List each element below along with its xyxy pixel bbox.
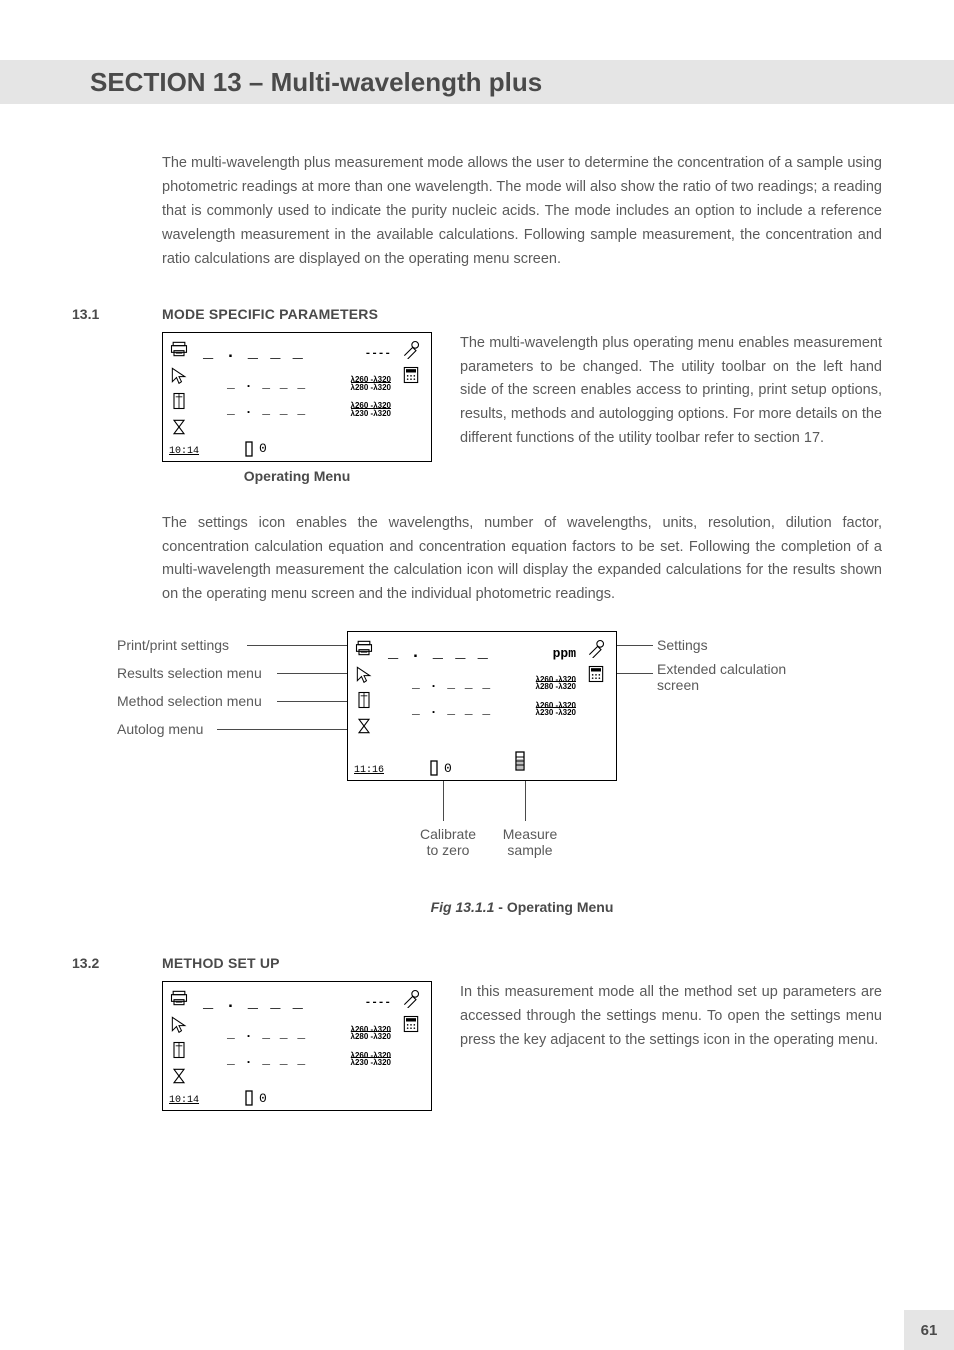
lcd-ratio2-value: _ . _ _ _ xyxy=(412,702,491,717)
lcd-calibrate-indicator: 0 xyxy=(243,1090,267,1106)
ann-results-label: Results selection menu xyxy=(117,665,262,681)
lcd-time: 10:14 xyxy=(169,446,199,457)
cursor-icon xyxy=(167,1012,191,1036)
lcd-ratio2-label: λ260 -λ320λ230 -λ320 xyxy=(351,1052,391,1066)
lcd-time: 11:16 xyxy=(354,765,384,776)
lcd-main-reading: _ . _ _ _ xyxy=(203,994,304,1013)
lcd-ratio2-label: λ260 -λ320λ230 -λ320 xyxy=(351,402,391,416)
lcd-main-reading: _ . _ _ _ xyxy=(388,644,489,663)
ann-autolog-label: Autolog menu xyxy=(117,721,203,737)
lcd-units: ---- xyxy=(365,997,391,1009)
printer-icon xyxy=(167,337,191,361)
ann-extended-label: Extended calculation screen xyxy=(657,661,817,693)
hourglass-icon xyxy=(352,714,376,738)
lcd-1-caption: Operating Menu xyxy=(162,468,432,484)
lcd-ratio1-label: λ260 -λ320λ280 -λ320 xyxy=(536,676,576,690)
lcd-time: 10:14 xyxy=(169,1095,199,1106)
calculator-icon xyxy=(399,1012,423,1036)
operating-menu-lcd-annotated: _ . _ _ _ ppm _ . _ _ _ λ260 -λ320λ280 -… xyxy=(347,631,617,781)
printer-icon xyxy=(167,986,191,1010)
lcd-calibrate-indicator: 0 xyxy=(428,760,452,776)
operating-menu-lcd-1: _ . _ _ _ ---- _ . _ _ _ λ260 -λ320λ280 … xyxy=(162,332,432,462)
ann-print-label: Print/print settings xyxy=(117,637,229,653)
lcd-ratio1-value: _ . _ _ _ xyxy=(227,376,306,391)
page-number: 61 xyxy=(904,1310,954,1350)
calculator-icon xyxy=(399,363,423,387)
lcd-units-ppm: ppm xyxy=(553,646,576,661)
ann-calibrate-label: Calibrate to zero xyxy=(413,826,483,858)
section-number-132: 13.2 xyxy=(72,955,162,971)
lcd-ratio1-label: λ260 -λ320λ280 -λ320 xyxy=(351,1026,391,1040)
cursor-icon xyxy=(167,363,191,387)
printer-icon xyxy=(352,636,376,660)
sec131-para1: The multi-wavelength plus operating menu… xyxy=(460,332,882,452)
document-icon xyxy=(167,389,191,413)
section-title-bar: SECTION 13 – Multi-wavelength plus xyxy=(72,60,882,104)
settings-tool-icon xyxy=(584,636,608,660)
cursor-icon xyxy=(352,662,376,686)
settings-tool-icon xyxy=(399,986,423,1010)
lcd-calibrate-indicator: 0 xyxy=(243,441,267,457)
figure-caption: Fig 13.1.1 - Operating Menu xyxy=(162,899,882,915)
hourglass-icon xyxy=(167,1064,191,1088)
ann-measure-label: Measure sample xyxy=(495,826,565,858)
lcd-ratio2-value: _ . _ _ _ xyxy=(227,402,306,417)
lcd-ratio1-value: _ . _ _ _ xyxy=(412,676,491,691)
sec131-para2: The settings icon enables the wavelength… xyxy=(162,512,882,608)
section-number-131: 13.1 xyxy=(72,306,162,322)
operating-menu-lcd-3: _ . _ _ _ ---- _ . _ _ _ λ260 -λ320λ280 … xyxy=(162,981,432,1111)
lcd-ratio1-label: λ260 -λ320λ280 -λ320 xyxy=(351,376,391,390)
measure-sample-icon xyxy=(513,751,527,776)
lcd-main-reading: _ . _ _ _ xyxy=(203,344,304,363)
annotated-operating-menu: Print/print settings Results selection m… xyxy=(117,631,837,891)
section-title: SECTION 13 – Multi-wavelength plus xyxy=(72,60,882,104)
section-heading-131: MODE SPECIFIC PARAMETERS xyxy=(162,306,378,322)
ann-method-label: Method selection menu xyxy=(117,693,262,709)
lcd-units: ---- xyxy=(365,348,391,360)
lcd-ratio2-value: _ . _ _ _ xyxy=(227,1052,306,1067)
intro-paragraph: The multi-wavelength plus measurement mo… xyxy=(162,152,882,272)
document-icon xyxy=(167,1038,191,1062)
lcd-ratio2-label: λ260 -λ320λ230 -λ320 xyxy=(536,702,576,716)
hourglass-icon xyxy=(167,415,191,439)
document-icon xyxy=(352,688,376,712)
sec132-para: In this measurement mode all the method … xyxy=(460,981,882,1053)
lcd-ratio1-value: _ . _ _ _ xyxy=(227,1026,306,1041)
ann-settings-label: Settings xyxy=(657,637,708,653)
calculator-icon xyxy=(584,662,608,686)
section-heading-132: METHOD SET UP xyxy=(162,955,280,971)
settings-tool-icon xyxy=(399,337,423,361)
